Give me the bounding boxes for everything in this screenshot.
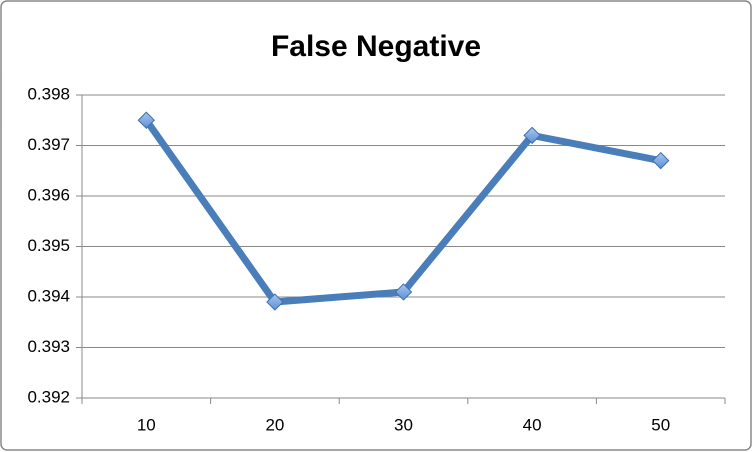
data-marker xyxy=(523,126,541,145)
x-tick-label: 40 xyxy=(523,415,542,434)
data-marker xyxy=(266,293,284,311)
y-tick-label: 0.392 xyxy=(27,387,70,406)
y-tick-label: 0.396 xyxy=(27,185,70,204)
x-tick-label: 20 xyxy=(265,415,284,434)
data-marker xyxy=(394,283,413,301)
x-tick-label: 50 xyxy=(651,415,670,434)
y-tick-label: 0.393 xyxy=(27,337,70,356)
data-marker xyxy=(137,111,156,129)
y-tick-label: 0.395 xyxy=(27,236,70,255)
data-marker xyxy=(651,151,670,170)
x-tick-label: 10 xyxy=(137,415,156,434)
y-tick-label: 0.398 xyxy=(27,84,70,103)
y-tick-label: 0.397 xyxy=(27,135,70,154)
y-tick-label: 0.394 xyxy=(27,286,70,305)
chart-title: False Negative xyxy=(271,30,481,63)
x-tick-label: 30 xyxy=(394,415,413,434)
